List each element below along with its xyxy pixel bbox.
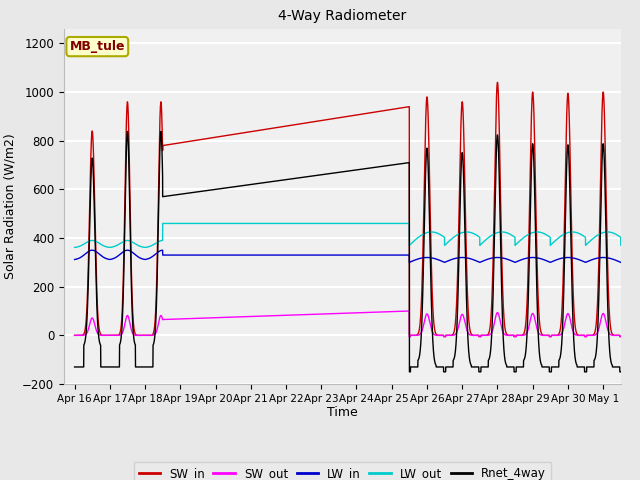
Text: MB_tule: MB_tule — [70, 40, 125, 53]
Y-axis label: Solar Radiation (W/m2): Solar Radiation (W/m2) — [4, 133, 17, 279]
Legend: SW_in, SW_out, LW_in, LW_out, Rnet_4way: SW_in, SW_out, LW_in, LW_out, Rnet_4way — [134, 462, 551, 480]
X-axis label: Time: Time — [327, 407, 358, 420]
Title: 4-Way Radiometer: 4-Way Radiometer — [278, 10, 406, 24]
